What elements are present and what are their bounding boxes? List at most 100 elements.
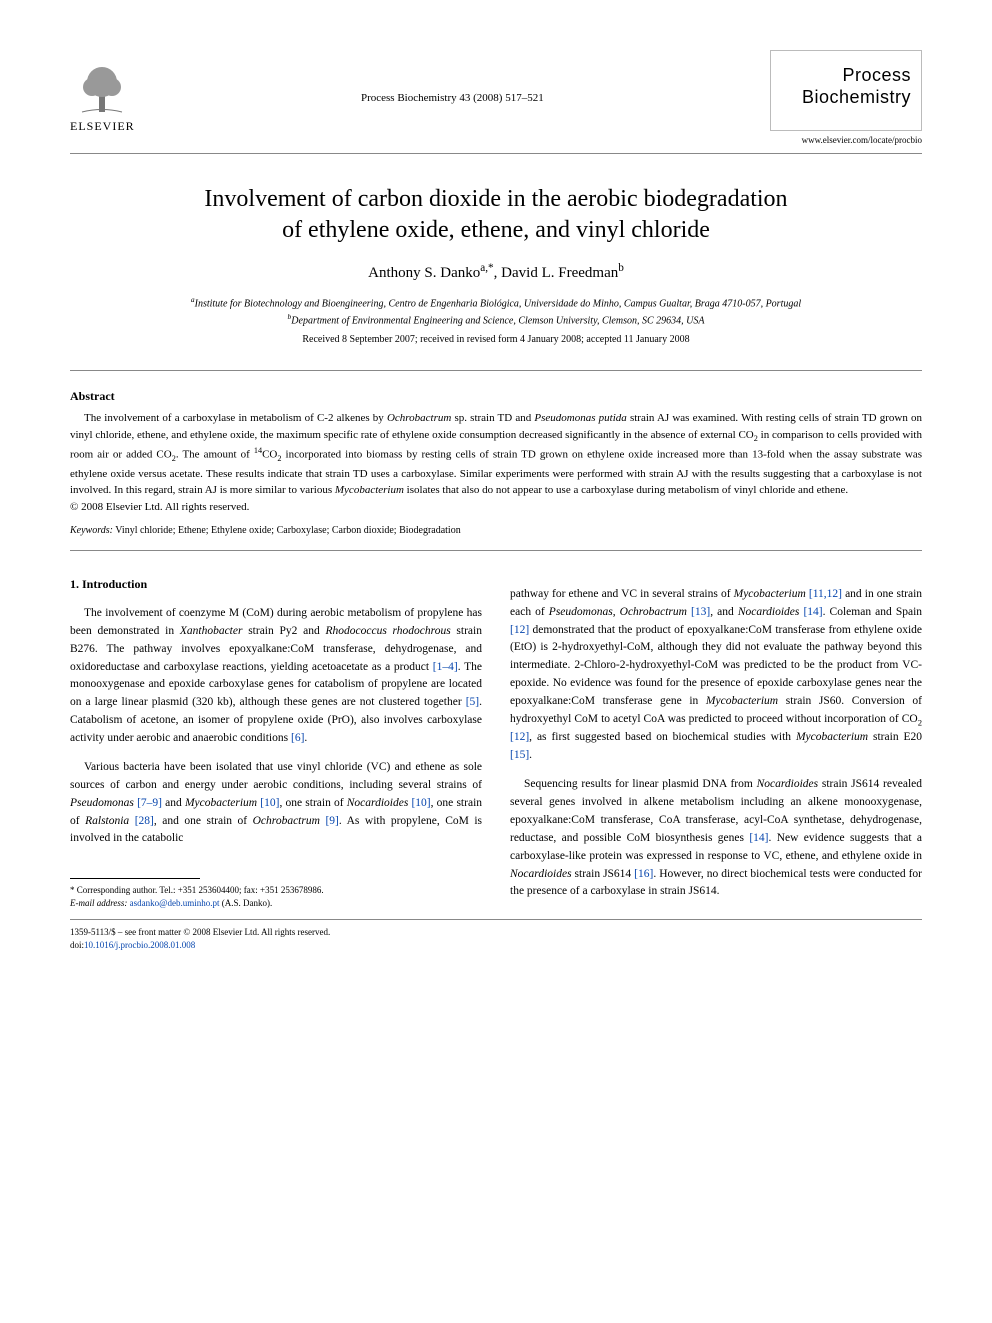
c2p2e: Nocardioides [510, 868, 572, 880]
column-left: 1. Introduction The involvement of coenz… [70, 575, 482, 910]
bottom-meta: 1359-5113/$ – see front matter © 2008 El… [70, 919, 922, 951]
ref-7-9[interactable]: [7–9] [137, 797, 162, 809]
ref-9[interactable]: [9] [325, 815, 338, 827]
ref-16[interactable]: [16] [634, 868, 653, 880]
c1p2b: Pseudomonas [70, 797, 134, 809]
keywords: Keywords: Vinyl chloride; Ethene; Ethyle… [70, 525, 922, 536]
abs-i2: Pseudomonas putida [534, 412, 626, 424]
abstract-text: The involvement of a carboxylase in meta… [70, 410, 922, 498]
abs-i1: Ochrobactrum [387, 412, 451, 424]
title-line1: Involvement of carbon dioxide in the aer… [204, 186, 787, 212]
c2p1n: Mycobacterium [706, 695, 778, 707]
c2p1i: , and [710, 606, 738, 618]
c2p1s: strain E20 [868, 731, 922, 743]
title-line2: of ethylene oxide, ethene, and vinyl chl… [282, 217, 710, 243]
journal-line1: Process [842, 65, 911, 85]
abs-t5: . The amount of [176, 449, 254, 461]
ref-13[interactable]: [13] [691, 606, 710, 618]
body-columns: 1. Introduction The involvement of coenz… [70, 575, 922, 910]
abs-t1: The involvement of a carboxylase in meta… [84, 412, 387, 424]
c1p2a: Various bacteria have been isolated that… [70, 761, 482, 791]
email-who: (A.S. Danko). [219, 898, 272, 908]
affiliations: aInstitute for Biotechnology and Bioengi… [70, 294, 922, 329]
ref-11-12[interactable]: [11,12] [809, 588, 842, 600]
author-1-sup: a,* [480, 262, 493, 274]
affiliation-a: Institute for Biotechnology and Bioengin… [195, 298, 802, 309]
column-right: pathway for ethene and VC in several str… [510, 575, 922, 910]
footnote-divider [70, 878, 200, 879]
divider-bottom [70, 550, 922, 551]
journal-box: Process Biochemistry www.elsevier.com/lo… [770, 50, 922, 145]
issn-line: 1359-5113/$ – see front matter © 2008 El… [70, 926, 922, 939]
ref-10a[interactable]: [10] [260, 797, 279, 809]
authors: Anthony S. Dankoa,*, David L. Freedmanb [70, 262, 922, 282]
c2p2a: Sequencing results for linear plasmid DN… [524, 778, 757, 790]
abs-i3: Mycobacterium [335, 484, 404, 496]
abs-t8: isolates that also do not appear to use … [404, 484, 848, 496]
section-1-heading: 1. Introduction [70, 575, 482, 594]
c2p1b: Mycobacterium [734, 588, 806, 600]
c2p1q: , as first suggested based on biochemica… [529, 731, 796, 743]
ref-10b[interactable]: [10] [411, 797, 430, 809]
c1p2n: Ochrobactrum [253, 815, 320, 827]
journal-url: www.elsevier.com/locate/procbio [770, 135, 922, 145]
c1p2e: Mycobacterium [185, 797, 257, 809]
header-row: ELSEVIER Process Biochemistry 43 (2008) … [70, 50, 922, 154]
abs-t2: sp. strain TD and [451, 412, 534, 424]
ref-12a[interactable]: [12] [510, 624, 529, 636]
footnote: * Corresponding author. Tel.: +351 25360… [70, 884, 482, 909]
article-title: Involvement of carbon dioxide in the aer… [130, 184, 862, 246]
c1p2m: , and one strain of [154, 815, 253, 827]
c2p1a: pathway for ethene and VC in several str… [510, 588, 734, 600]
ref-15[interactable]: [15] [510, 749, 529, 761]
ref-5[interactable]: [5] [466, 696, 479, 708]
keywords-label: Keywords: [70, 525, 113, 536]
divider-top [70, 370, 922, 371]
c1p2g: , one strain of [279, 797, 346, 809]
c1p2d: and [162, 797, 185, 809]
c2p1t: . [529, 749, 532, 761]
c2p2b: Nocardioides [757, 778, 819, 790]
ref-12b[interactable]: [12] [510, 731, 529, 743]
c1p2h: Nocardioides [347, 797, 409, 809]
email-link[interactable]: asdanko@deb.uminho.pt [130, 898, 220, 908]
c2p1l: . Coleman and Spain [823, 606, 922, 618]
c2p1g: Ochrobactrum [620, 606, 687, 618]
ref-28[interactable]: [28] [135, 815, 154, 827]
author-2: David L. Freedman [501, 265, 618, 281]
c1p1b: Xanthobacter [180, 625, 243, 637]
doi-link[interactable]: 10.1016/j.procbio.2008.01.008 [84, 940, 195, 950]
page: ELSEVIER Process Biochemistry 43 (2008) … [0, 0, 992, 992]
ref-6[interactable]: [6] [291, 732, 304, 744]
c2p1e: Pseudomonas [549, 606, 613, 618]
abs-t6: CO [262, 449, 277, 461]
elsevier-tree-icon [77, 62, 127, 117]
author-2-sup: b [618, 262, 624, 274]
c2p1f: , [613, 606, 620, 618]
col2-para2: Sequencing results for linear plasmid DN… [510, 776, 922, 901]
ref-14b[interactable]: [14] [749, 832, 768, 844]
journal-line2: Biochemistry [802, 87, 911, 107]
ref-1-4[interactable]: [1–4] [433, 661, 458, 673]
col1-para1: The involvement of coenzyme M (CoM) duri… [70, 605, 482, 748]
c2p1r: Mycobacterium [796, 731, 868, 743]
keywords-text: Vinyl chloride; Ethene; Ethylene oxide; … [113, 525, 461, 536]
ref-14a[interactable]: [14] [803, 606, 822, 618]
article-dates: Received 8 September 2007; received in r… [70, 334, 922, 345]
c1p1d: Rhodococcus rhodochrous [325, 625, 450, 637]
journal-name: Process Biochemistry [770, 50, 922, 131]
c1p1h: . [304, 732, 307, 744]
col2-para1: pathway for ethene and VC in several str… [510, 586, 922, 765]
c1p1c: strain Py2 and [242, 625, 325, 637]
doi-label: doi: [70, 940, 84, 950]
c1p2k: Ralstonia [85, 815, 129, 827]
citation: Process Biochemistry 43 (2008) 517–521 [135, 92, 770, 104]
corresponding-note: * Corresponding author. Tel.: +351 25360… [70, 884, 482, 897]
c2p2f: strain JS614 [572, 868, 635, 880]
affiliation-b: Department of Environmental Engineering … [291, 315, 704, 326]
abstract-copyright: © 2008 Elsevier Ltd. All rights reserved… [70, 501, 922, 513]
email-label: E-mail address: [70, 898, 127, 908]
abstract-heading: Abstract [70, 389, 922, 404]
c2p1j: Nocardioides [738, 606, 800, 618]
publisher-name: ELSEVIER [70, 119, 135, 134]
